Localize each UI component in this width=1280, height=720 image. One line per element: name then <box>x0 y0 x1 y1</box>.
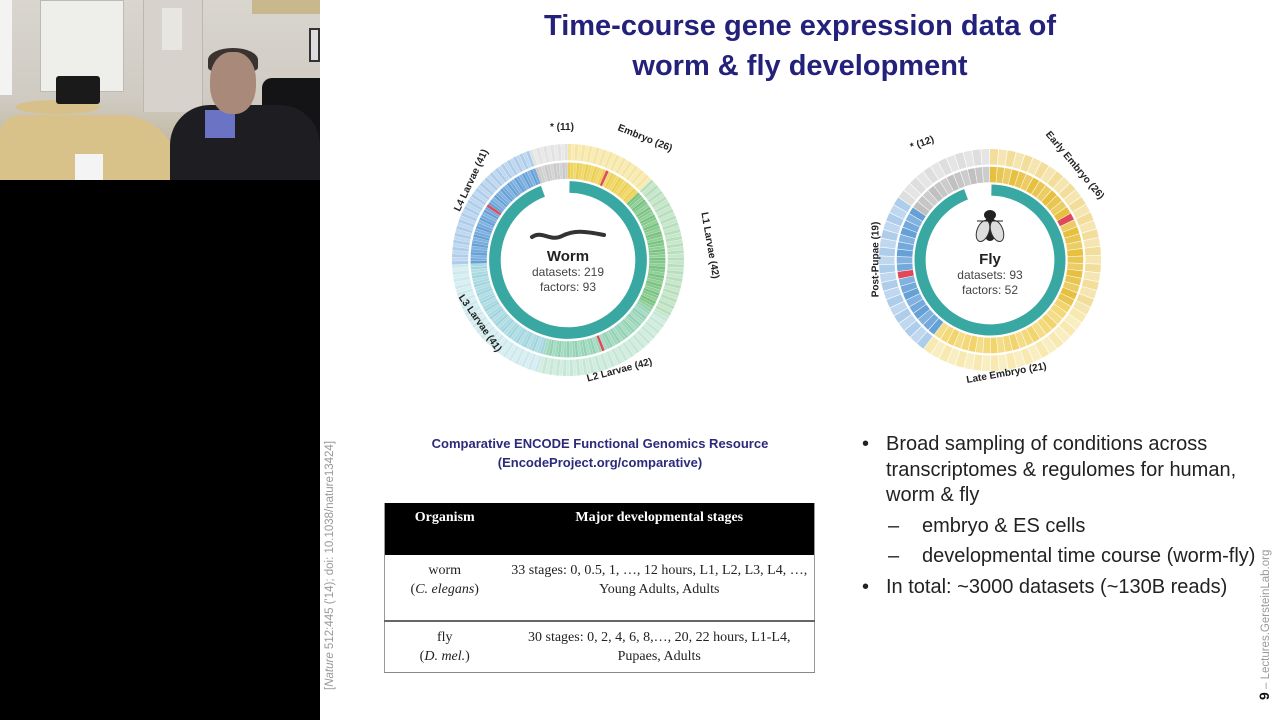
organism-name: worm <box>428 563 462 578</box>
organism-name: fly <box>436 630 453 645</box>
page-number: 9 <box>1256 692 1272 700</box>
header-stages: Major developmental stages <box>504 503 815 555</box>
fly-label-post-pupae: Post-Pupae (19) <box>870 221 882 298</box>
fly-factors: factors: 52 <box>961 283 1019 297</box>
webcam-keyboard <box>75 154 103 180</box>
table-header-row: Organism Major developmental stages <box>384 503 815 555</box>
presenter-collar <box>205 110 235 138</box>
worm-label-l1: L1 Larvae (42) <box>698 211 721 280</box>
webcam-shelf <box>252 0 320 14</box>
slide-title-line1: Time-course gene expression data of <box>544 10 1056 42</box>
bullet-list: Broad sampling of conditions across tran… <box>860 432 1270 600</box>
credit-site: Lectures.GersteinLab.org <box>1260 549 1272 680</box>
encode-resource-caption: Comparative ENCODE Functional Genomics R… <box>390 434 810 472</box>
citation-details: 512:445 ('14); doi: 10.1038/nature13424] <box>324 440 336 653</box>
slide-credit: 9 – Lectures.GersteinLab.org <box>1256 550 1272 700</box>
cell-organism: worm (C. elegans) <box>384 555 505 622</box>
worm-donut-chart: Worm datasets: 219 factors: 93 <box>448 140 688 380</box>
bullet-total: In total: ~3000 datasets (~130B reads) <box>860 575 1270 601</box>
fly-title: Fly <box>979 251 1001 268</box>
organism-species: (D. mel.) <box>419 649 470 664</box>
webcam-window <box>0 0 12 95</box>
slide-title-line2: worm & fly development <box>632 50 968 82</box>
worm-datasets: datasets: 219 <box>531 265 605 279</box>
worm-icon <box>530 229 606 240</box>
fly-ring-graphic <box>879 149 1101 371</box>
fly-center: Fly datasets: 93 factors: 52 <box>930 207 1050 298</box>
citation-journal: Nature <box>324 652 336 687</box>
cell-stages: 33 stages: 0, 0.5, 1, …, 12 hours, L1, L… <box>504 555 815 622</box>
fly-donut-chart: Fly datasets: 93 factors: 52 <box>875 145 1105 375</box>
worm-center: Worm datasets: 219 factors: 93 <box>508 228 628 295</box>
resource-url: (EncodeProject.org/comparative) <box>497 455 703 470</box>
citation-bracket: [ <box>324 686 336 690</box>
left-black-panel <box>0 0 320 720</box>
citation-reference: [Nature 512:445 ('14); doi: 10.1038/natu… <box>324 400 336 690</box>
webcam-picture-frame <box>309 28 320 62</box>
organism-species: (C. elegans) <box>410 582 479 597</box>
cell-organism: fly (D. mel.) <box>384 621 505 673</box>
worm-factors: factors: 93 <box>539 280 597 294</box>
fly-icon <box>975 210 1005 243</box>
webcam-bag <box>56 76 100 104</box>
presentation-slide: Time-course gene expression data of worm… <box>320 0 1280 720</box>
sub-bullet-time-course: developmental time course (worm-fly) <box>860 544 1270 570</box>
cell-stages: 30 stages: 0, 2, 4, 6, 8,…, 20, 22 hours… <box>504 621 815 673</box>
presenter-head <box>210 52 256 114</box>
slide-title: Time-course gene expression data of worm… <box>320 6 1280 86</box>
header-organism: Organism <box>384 503 505 555</box>
webcam-door-paper <box>162 8 182 50</box>
presenter-body <box>170 105 320 180</box>
species-italic: D. mel. <box>424 649 466 664</box>
table-row: fly (D. mel.) 30 stages: 0, 2, 4, 6, 8,…… <box>384 621 815 673</box>
presenter-webcam-video <box>0 0 320 180</box>
worm-ring-graphic <box>452 144 684 376</box>
sub-bullet-embryo: embryo & ES cells <box>860 514 1270 540</box>
bullet-broad-sampling: Broad sampling of conditions across tran… <box>860 432 1270 509</box>
fly-datasets: datasets: 93 <box>957 268 1023 282</box>
worm-label-star: * (11) <box>550 122 574 133</box>
worm-title: Worm <box>546 248 590 265</box>
developmental-stages-table: Organism Major developmental stages worm… <box>384 503 815 673</box>
credit-separator: – <box>1260 679 1272 693</box>
table-row: worm (C. elegans) 33 stages: 0, 0.5, 1, … <box>384 555 815 622</box>
resource-title: Comparative ENCODE Functional Genomics R… <box>431 436 769 451</box>
species-italic: C. elegans <box>415 582 475 597</box>
